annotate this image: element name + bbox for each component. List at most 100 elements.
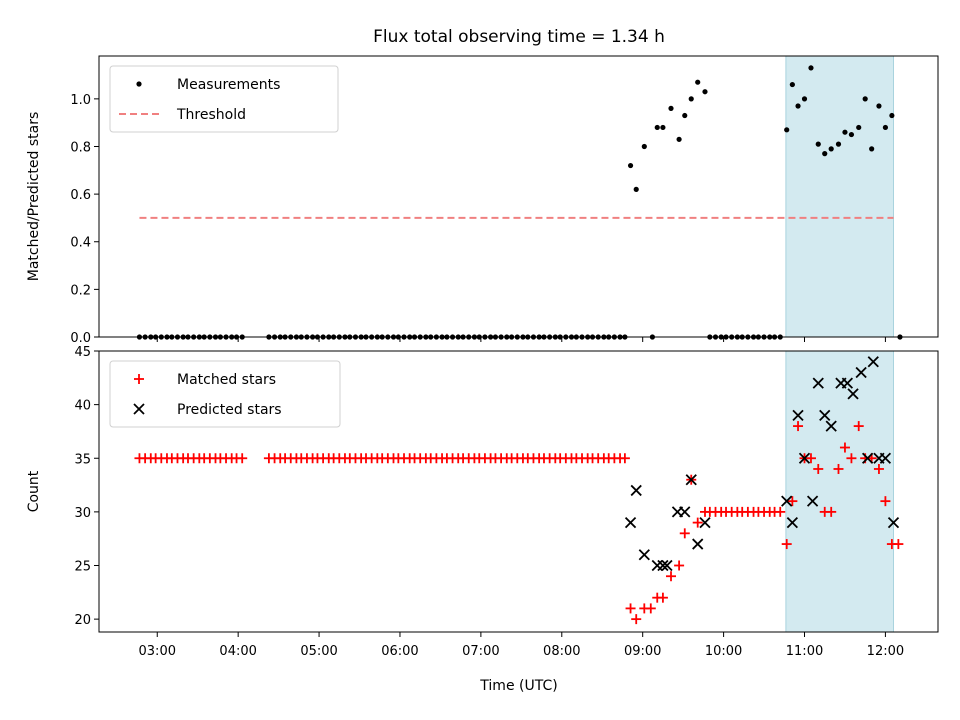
predicted-point [841, 377, 854, 389]
matched-point [625, 603, 636, 614]
matched-point [880, 496, 891, 507]
predicted-point [630, 484, 642, 497]
y-tick-label: 45 [74, 345, 91, 360]
y-tick-label: 0.6 [70, 188, 91, 203]
measurement-point [801, 96, 808, 102]
y-tick-label: 30 [74, 506, 91, 521]
measurement-point [702, 89, 708, 95]
measurement-point [876, 103, 882, 109]
matched-point [775, 506, 786, 517]
predicted-point [699, 516, 711, 529]
chart-title: Flux total observing time = 1.34 h [373, 27, 665, 47]
count-axes-ticks: 20 25 30 35 40 45 03:00 04:00 05:00 06:00 07:00 08:… [74, 345, 904, 659]
measurement-point [815, 141, 821, 147]
matched-point [679, 528, 690, 539]
legend-label: Threshold [176, 107, 246, 123]
predicted-point [855, 366, 867, 379]
measurement-point [856, 124, 862, 131]
legend-box [109, 360, 341, 428]
x-tick-label: 10:00 [705, 644, 742, 659]
measurement-point [822, 151, 828, 157]
predicted-point [806, 495, 819, 507]
predicted-point [887, 516, 900, 529]
y-tick-label: 35 [74, 452, 91, 467]
count-series [134, 356, 904, 625]
ratio-legend: Measurements Threshold [109, 65, 339, 133]
y-tick-label: 1.0 [70, 93, 91, 108]
predicted-point [861, 452, 874, 464]
matched-point [619, 453, 630, 464]
measurement-point [695, 79, 701, 85]
predicted-point [685, 474, 697, 486]
measurement-point [835, 141, 842, 147]
matched-point [826, 506, 837, 517]
predicted-point [879, 452, 892, 464]
matched-point [237, 453, 248, 464]
predicted-point [786, 516, 799, 529]
legend-swatch [133, 403, 145, 415]
legend-label: Matched stars [177, 372, 276, 388]
y-tick-label: 0.2 [70, 283, 91, 298]
x-tick-label: 07:00 [462, 644, 499, 659]
ratio-ylabel: Matched/Predicted stars [26, 112, 42, 282]
count-ylabel: Count [26, 470, 42, 512]
measurement-point [789, 81, 795, 88]
measurement-point [795, 103, 801, 109]
measurement-point [641, 143, 647, 150]
measurement-point [627, 162, 634, 169]
legend-swatch [136, 81, 142, 87]
predicted-point [692, 538, 704, 550]
predicted-point [781, 495, 793, 507]
matched-point [853, 421, 864, 432]
matched-point [781, 539, 792, 550]
measurement-point [784, 127, 790, 133]
ratio-frame [98, 55, 939, 338]
x-tick-label: 03:00 [139, 644, 176, 659]
predicted-point [651, 559, 663, 572]
x-tick-label: 06:00 [381, 644, 418, 659]
y-tick-label: 0.4 [70, 236, 91, 251]
predicted-point [661, 559, 673, 572]
y-tick-label: 25 [74, 560, 91, 575]
predicted-point [792, 409, 804, 421]
measurement-point [676, 136, 682, 142]
matched-point [839, 442, 850, 453]
legend-box [109, 65, 339, 133]
y-tick-label: 40 [74, 399, 91, 414]
count-panel: 20 25 30 35 40 45 03:00 04:00 05:00 06:00 07:00 08:… [26, 345, 939, 659]
matched-point [833, 463, 844, 474]
highlight-span-top [785, 55, 895, 338]
measurement-point [869, 146, 875, 152]
x-tick-label: 11:00 [786, 644, 823, 659]
predicted-point [867, 356, 879, 368]
matched-point [674, 560, 685, 571]
x-axis-label: Time (UTC) [479, 678, 557, 694]
measurement-point [889, 112, 895, 119]
matched-point [793, 421, 804, 432]
matched-point [645, 603, 656, 614]
legend-label: Measurements [177, 77, 280, 93]
predicted-point [638, 549, 650, 561]
x-tick-label: 04:00 [219, 644, 256, 659]
measurement-point [848, 131, 855, 138]
y-tick-label: 0.8 [70, 140, 91, 155]
predicted-point [624, 516, 637, 529]
predicted-point [657, 559, 669, 572]
matched-point [873, 463, 884, 474]
count-frame [98, 350, 939, 633]
predicted-point [679, 506, 691, 518]
count-legend: Matched stars Predicted stars [109, 360, 341, 428]
predicted-point [819, 409, 831, 421]
measurement-point [660, 124, 666, 131]
matched-point [805, 453, 816, 464]
measurement-point [808, 65, 814, 71]
measurement-point [882, 124, 889, 131]
x-tick-label: 08:00 [543, 644, 580, 659]
matched-point [666, 571, 677, 582]
measurement-point [842, 129, 848, 135]
matched-point [692, 517, 703, 528]
matched-point [787, 496, 798, 507]
measurement-point [682, 112, 688, 119]
measurement-point [862, 96, 868, 102]
